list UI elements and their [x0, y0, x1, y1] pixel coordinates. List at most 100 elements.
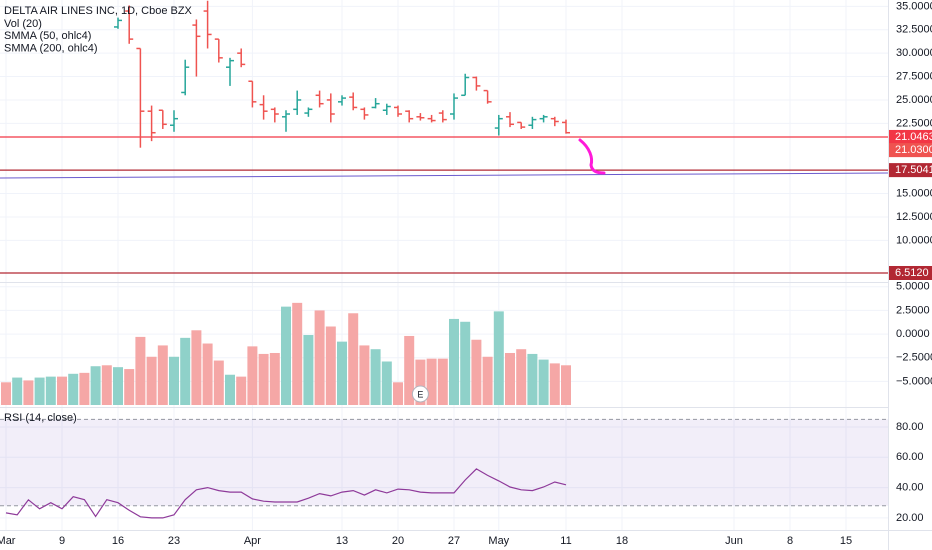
legend-title: DELTA AIR LINES INC, 1D, Cboe BZX [4, 5, 193, 17]
volume-bar [292, 302, 303, 405]
x-tick-label: 15 [840, 535, 852, 547]
volume-bar [12, 377, 23, 405]
volume-bar [404, 335, 415, 405]
volume-bar [303, 335, 314, 405]
y-tick-label: 20.00 [896, 512, 924, 524]
volume-bar [1, 382, 12, 405]
y-tick-label: 30.0000 [896, 47, 932, 59]
legend-rsi: RSI (14, close) [4, 412, 77, 424]
y-tick-label: 0.0000 [896, 328, 930, 340]
price-tag-label: 21.0463 [895, 131, 932, 143]
volume-bar [505, 352, 516, 405]
price-tag [889, 129, 932, 144]
x-tick-label: 8 [787, 535, 793, 547]
x-tick-label: Apr [244, 535, 261, 547]
annotation-curve [578, 138, 606, 175]
volume-bar [337, 341, 348, 405]
y-tick-label: 40.00 [896, 481, 924, 493]
volume-bar [124, 369, 135, 405]
volume-bar [157, 345, 168, 405]
volume-bar [359, 345, 370, 405]
volume-bar [213, 360, 224, 405]
volume-bar [426, 358, 437, 405]
volume-bar [23, 380, 34, 405]
volume-bar [538, 359, 549, 405]
trend-line [0, 172, 889, 179]
y-tick-label: 5.0000 [896, 281, 930, 293]
x-tick-label: 27 [448, 535, 460, 547]
volume-bar [314, 310, 325, 405]
y-tick-label: 80.00 [896, 421, 924, 433]
earnings-marker [411, 385, 429, 403]
x-tick-label: 13 [336, 535, 348, 547]
x-tick-label: 9 [59, 535, 65, 547]
legend-indicator: SMMA (50, ohlc4) [4, 30, 91, 42]
x-tick-label: 18 [616, 535, 628, 547]
volume-bar [101, 365, 112, 405]
y-tick-label: 32.5000 [896, 24, 932, 36]
volume-bar [236, 376, 247, 405]
volume-bar [482, 356, 493, 405]
x-tick-label: 11 [560, 535, 571, 547]
volume-bar [68, 373, 79, 405]
y-tick-label: 10.0000 [896, 234, 932, 246]
volume-bar [113, 367, 124, 405]
legend-volume: Vol (20) [4, 18, 42, 30]
volume-bar [460, 321, 471, 405]
price-tag-label: 21.0300 [895, 144, 932, 156]
x-tick-label: 23 [168, 535, 180, 547]
volume-bar [146, 356, 157, 405]
volume-bar [79, 372, 90, 405]
price-tag [889, 265, 932, 280]
price-tag-label: 17.5041 [895, 164, 932, 176]
x-tick-label: May [488, 535, 509, 547]
volume-bar [57, 376, 68, 405]
volume-bar [269, 352, 280, 405]
volume-bar [471, 339, 482, 405]
volume-bar [247, 346, 258, 405]
legend-indicator: SMMA (200, ohlc4) [4, 42, 98, 54]
volume-bar [135, 336, 146, 405]
volume-bar [45, 376, 56, 405]
volume-bar [348, 313, 359, 405]
volume-bar [493, 311, 504, 405]
y-tick-label: 27.5000 [896, 70, 932, 82]
volume-bar [415, 359, 426, 405]
x-tick-label: Mar [0, 535, 16, 547]
volume-bar [281, 306, 292, 405]
volume-bar [202, 343, 213, 405]
earnings-label: E [417, 389, 423, 399]
y-tick-label: 12.5000 [896, 211, 932, 223]
volume-bar [516, 349, 527, 405]
volume-bar [561, 365, 572, 405]
volume-bar [225, 374, 236, 405]
y-tick-label: 15.0000 [896, 187, 932, 199]
volume-bar [191, 330, 202, 405]
volume-bar [370, 349, 381, 405]
volume-bar [393, 382, 404, 405]
x-tick-label: Jun [725, 535, 743, 547]
y-tick-label: 2.5000 [896, 304, 930, 316]
volume-bar [90, 366, 101, 405]
y-tick-label: 60.00 [896, 451, 924, 463]
volume-bar [258, 353, 269, 405]
volume-bar [381, 361, 392, 405]
x-tick-label: 16 [112, 535, 124, 547]
y-tick-label: 35.0000 [896, 0, 932, 12]
rsi-band [0, 419, 888, 506]
rsi-line [5, 468, 567, 519]
volume-bar [325, 326, 336, 405]
price-tag [889, 143, 932, 158]
price-tag [889, 163, 932, 178]
y-tick-label: −2.5000 [896, 352, 932, 364]
volume-bar [549, 363, 560, 405]
volume-bar [180, 337, 191, 405]
volume-bar [437, 358, 448, 405]
y-tick-label: −5.0000 [896, 375, 932, 387]
volume-bar [34, 377, 45, 405]
y-tick-label: 22.5000 [896, 117, 932, 129]
price-tag-label: 6.5120 [895, 267, 929, 279]
volume-bar [449, 318, 460, 405]
